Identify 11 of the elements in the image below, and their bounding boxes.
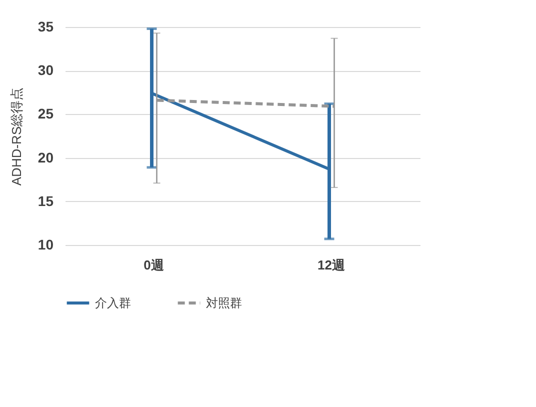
y-tick-label: 15 — [38, 192, 54, 209]
legend-label: 介入群 — [95, 296, 131, 310]
y-tick-label: 20 — [38, 149, 54, 166]
y-tick-label: 25 — [38, 106, 54, 122]
y-tick-label: 35 — [38, 18, 54, 34]
y-tick-label: 30 — [38, 62, 54, 78]
x-tick-label: 12週 — [318, 258, 346, 272]
legend-label: 対照群 — [206, 296, 242, 310]
y-tick-label: 10 — [38, 236, 54, 252]
y-axis-title: ADHD-RS総得点 — [8, 87, 24, 186]
x-tick-label: 0週 — [144, 258, 165, 272]
